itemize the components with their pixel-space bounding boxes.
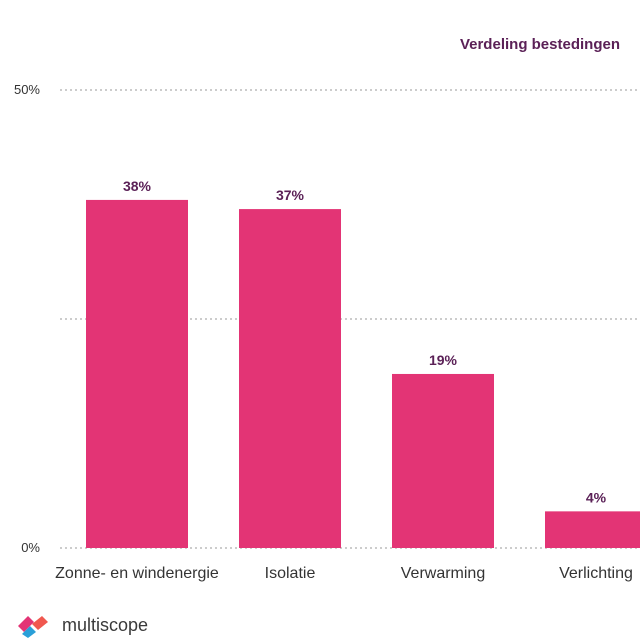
brand-name: multiscope [62,614,149,635]
y-tick-label: 0% [21,540,40,555]
data-label: 4% [586,489,607,505]
x-tick-label: Isolatie [265,565,316,582]
bar [86,199,188,549]
data-label: 37% [276,187,305,203]
brand-logo: multiscope [14,612,148,638]
bar [392,373,494,548]
x-tick-label: Verwarming [401,565,485,582]
x-tick-label: Zonne- en windenergie [55,565,219,582]
data-label: 19% [429,352,458,368]
chart-title: Verdeling bestedingen [459,36,620,53]
bar [239,209,341,548]
data-label: 38% [123,178,152,194]
bar [545,511,640,548]
multiscope-logo-icon [18,616,48,638]
y-tick-label: 50% [14,82,40,97]
x-tick-label: Verlichting [559,565,633,582]
